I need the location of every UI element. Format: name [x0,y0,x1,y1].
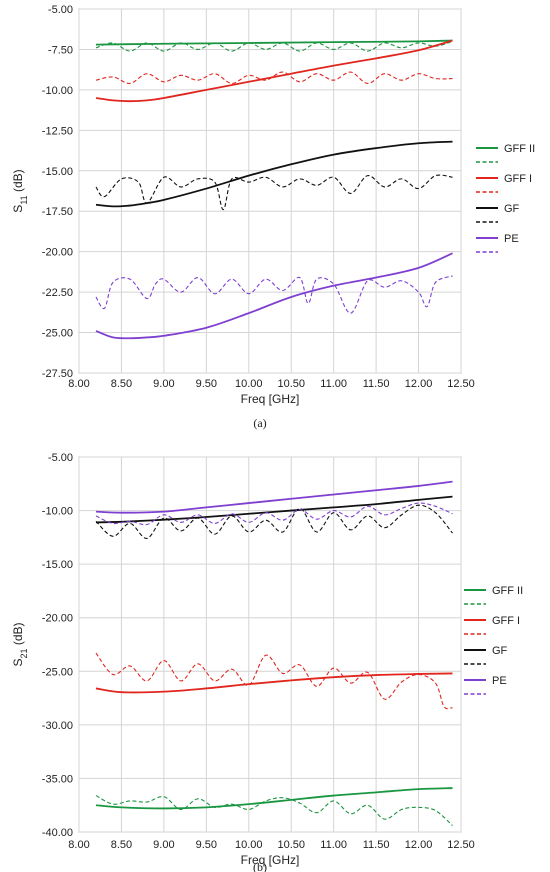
series-line-gff-ii-dashed [95,795,453,826]
legend-label: GFF I [492,615,520,627]
x-tick-label: 11.50 [363,378,390,390]
y-axis-label: S21 (dB) [11,622,29,666]
legend-label: GFF II [492,585,523,597]
x-axis-label: Freq [GHz] [241,392,300,406]
y-tick-label: -5.00 [48,452,73,464]
series-line-gff-i-dashed [95,71,453,84]
x-tick-label: 11.00 [320,839,347,851]
figure-caption: (b) [253,860,267,872]
chart-a: -5.00 -7.50 -10.00 -12.50 -15.00 -17.50 -20.00… [11,4,535,430]
y-tick-label: -20.00 [42,613,73,625]
legend-label: PE [492,675,507,687]
figure-caption: (a) [253,416,266,430]
plot-area [78,8,462,374]
x-tick-label: 8.50 [111,839,132,851]
x-axis-label: Freq [GHz] [241,853,300,867]
y-tick-label: -30.00 [42,720,73,732]
x-tick-label: 12.00 [405,839,433,851]
y-tick-label: -12.50 [42,125,73,137]
y-tick-label: -20.00 [42,247,73,259]
x-tick-label: 11.00 [320,378,347,390]
y-tick-label: -17.50 [42,206,73,218]
y-axis-label: S11 (dB) [11,169,29,212]
x-tick-label: 10.50 [277,839,305,851]
series-line-pe-dashed [95,502,453,526]
y-tick-label: -25.00 [42,328,73,340]
y-tick-label: -35.00 [42,773,73,785]
y-tick-label: -27.50 [42,368,73,380]
y-tick-label: -15.00 [42,559,73,571]
chart-b: -5.00 -10.00 -15.00 -20.00 -25.00 -30.00 -35.0… [11,452,523,872]
x-tick-label: 10.00 [235,378,263,390]
x-tick-label: 10.00 [235,839,263,851]
x-tick-label: 9.50 [196,839,217,851]
legend-label: GF [504,203,520,215]
x-tick-label: 8.00 [68,378,89,390]
y-tick-label: -25.00 [42,666,73,678]
x-tick-label: 12.50 [447,839,475,851]
x-tick-label: 9.00 [153,839,174,851]
x-tick-label: 9.50 [196,378,217,390]
y-tick-label: -7.50 [48,44,73,56]
series-line-gf-solid [95,140,453,208]
legend: GFF II GFF I GF PE [476,143,535,253]
series-line-pe-solid [95,480,453,514]
series-line-gff-i-solid [95,39,453,103]
series-line-gff-i-dashed [95,652,453,710]
legend-label: PE [504,233,519,245]
x-tick-label: 11.50 [363,839,390,851]
series-line-gf-dashed [95,504,453,539]
x-tick-label: 8.00 [68,839,89,851]
legend-label: GF [492,645,508,657]
series-line-gff-i-solid [95,672,453,694]
y-tick-label: -5.00 [48,4,73,16]
y-tick-label: -10.00 [42,85,73,97]
y-tick-label: -40.00 [42,827,73,839]
y-tick-label: -10.00 [42,506,73,518]
series-group [95,39,453,340]
legend-label: GFF I [504,173,532,185]
series-line-gff-ii-solid [95,39,453,46]
series-line-pe-solid [95,252,453,340]
series-line-gff-ii-solid [95,787,453,810]
x-tick-label: 10.50 [277,378,305,390]
series-line-pe-dashed [95,275,453,314]
legend-label: GFF II [504,143,535,155]
y-tick-label: -22.50 [42,287,73,299]
legend: GFF II GFF I GF PE [464,585,523,695]
x-tick-label: 12.00 [405,378,433,390]
series-line-gf-dashed [95,174,453,211]
series-group [95,480,453,826]
x-tick-label: 12.50 [447,378,475,390]
x-tick-label: 9.00 [153,378,174,390]
x-tick-label: 8.50 [111,378,132,390]
series-line-gf-solid [95,495,453,524]
y-tick-label: -15.00 [42,166,73,178]
series-line-gff-ii-dashed [95,40,453,52]
